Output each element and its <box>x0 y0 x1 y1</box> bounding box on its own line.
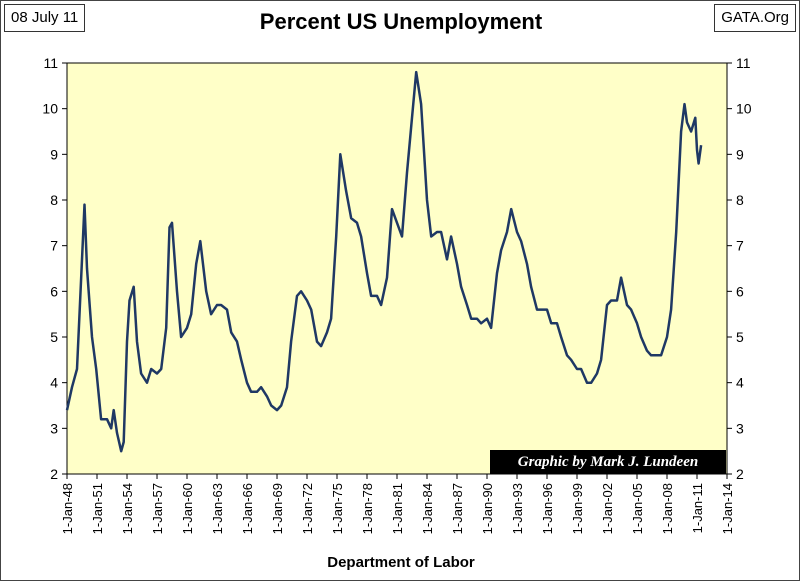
x-tick-label: 1-Jan-99 <box>570 483 585 534</box>
y-tick-label-right: 9 <box>736 146 744 162</box>
y-tick-label-left: 9 <box>50 146 58 162</box>
x-tick-label: 1-Jan-11 <box>690 483 705 533</box>
x-tick-label: 1-Jan-87 <box>450 483 465 534</box>
x-tick-label: 1-Jan-57 <box>150 483 165 534</box>
x-tick-label: 1-Jan-75 <box>330 483 345 534</box>
y-tick-label-left: 10 <box>42 101 58 117</box>
x-tick-label: 1-Jan-84 <box>420 483 435 534</box>
x-tick-label: 1-Jan-81 <box>390 483 405 534</box>
x-axis-label: Department of Labor <box>327 554 475 571</box>
x-tick-label: 1-Jan-54 <box>120 483 135 534</box>
y-tick-label-left: 4 <box>50 375 58 391</box>
y-tick-label-right: 4 <box>736 375 744 391</box>
y-tick-label-right: 5 <box>736 329 744 345</box>
y-tick-label-right: 8 <box>736 192 744 208</box>
y-tick-label-left: 2 <box>50 466 58 482</box>
x-tick-label: 1-Jan-78 <box>360 483 375 534</box>
x-tick-label: 1-Jan-90 <box>480 483 495 534</box>
y-tick-label-right: 3 <box>736 420 744 436</box>
credit-label: Graphic by Mark J. Lundeen <box>490 450 726 474</box>
unemployment-line <box>65 70 703 453</box>
y-tick-label-right: 2 <box>736 466 744 482</box>
x-tick-label: 1-Jan-08 <box>660 483 675 534</box>
y-tick-label-right: 11 <box>736 55 751 71</box>
right-axis-ticks: 2 3 4 5 6 7 8 9 10 11 <box>727 55 752 482</box>
y-tick-label-left: 7 <box>50 238 58 254</box>
y-tick-label-right: 6 <box>736 283 744 299</box>
chart-title: Percent US Unemployment <box>259 9 543 34</box>
y-tick-label-right: 7 <box>736 238 744 254</box>
y-tick-label-left: 3 <box>50 420 58 436</box>
x-tick-label: 1-Jan-60 <box>180 483 195 534</box>
x-tick-label: 1-Jan-05 <box>630 483 645 534</box>
x-tick-label: 1-Jan-63 <box>210 483 225 534</box>
x-tick-label: 1-Jan-69 <box>270 483 285 534</box>
site-label: GATA.Org <box>714 4 796 32</box>
date-label: 08 July 11 <box>4 4 86 32</box>
y-tick-label-right: 10 <box>736 101 752 117</box>
x-tick-label: 1-Jan-51 <box>90 483 105 534</box>
x-tick-label: 1-Jan-48 <box>60 483 75 534</box>
x-tick-label: 1-Jan-02 <box>600 483 615 534</box>
x-tick-label: 1-Jan-14 <box>720 483 735 534</box>
x-tick-label: 1-Jan-66 <box>240 483 255 534</box>
x-tick-label: 1-Jan-96 <box>540 483 555 534</box>
y-tick-label-left: 8 <box>50 192 58 208</box>
x-axis-ticks: 1-Jan-48 1-Jan-51 1-Jan-54 1-Jan-57 1-Jan-60… <box>60 474 735 534</box>
y-tick-label-left: 5 <box>50 329 58 345</box>
y-tick-label-left: 11 <box>43 55 58 71</box>
plot-area <box>66 62 728 475</box>
y-tick-label-left: 6 <box>50 283 58 299</box>
left-axis-ticks: 2 3 4 5 6 7 8 9 10 11 <box>42 55 67 482</box>
x-tick-label: 1-Jan-93 <box>510 483 525 534</box>
x-tick-label: 1-Jan-72 <box>300 483 315 534</box>
